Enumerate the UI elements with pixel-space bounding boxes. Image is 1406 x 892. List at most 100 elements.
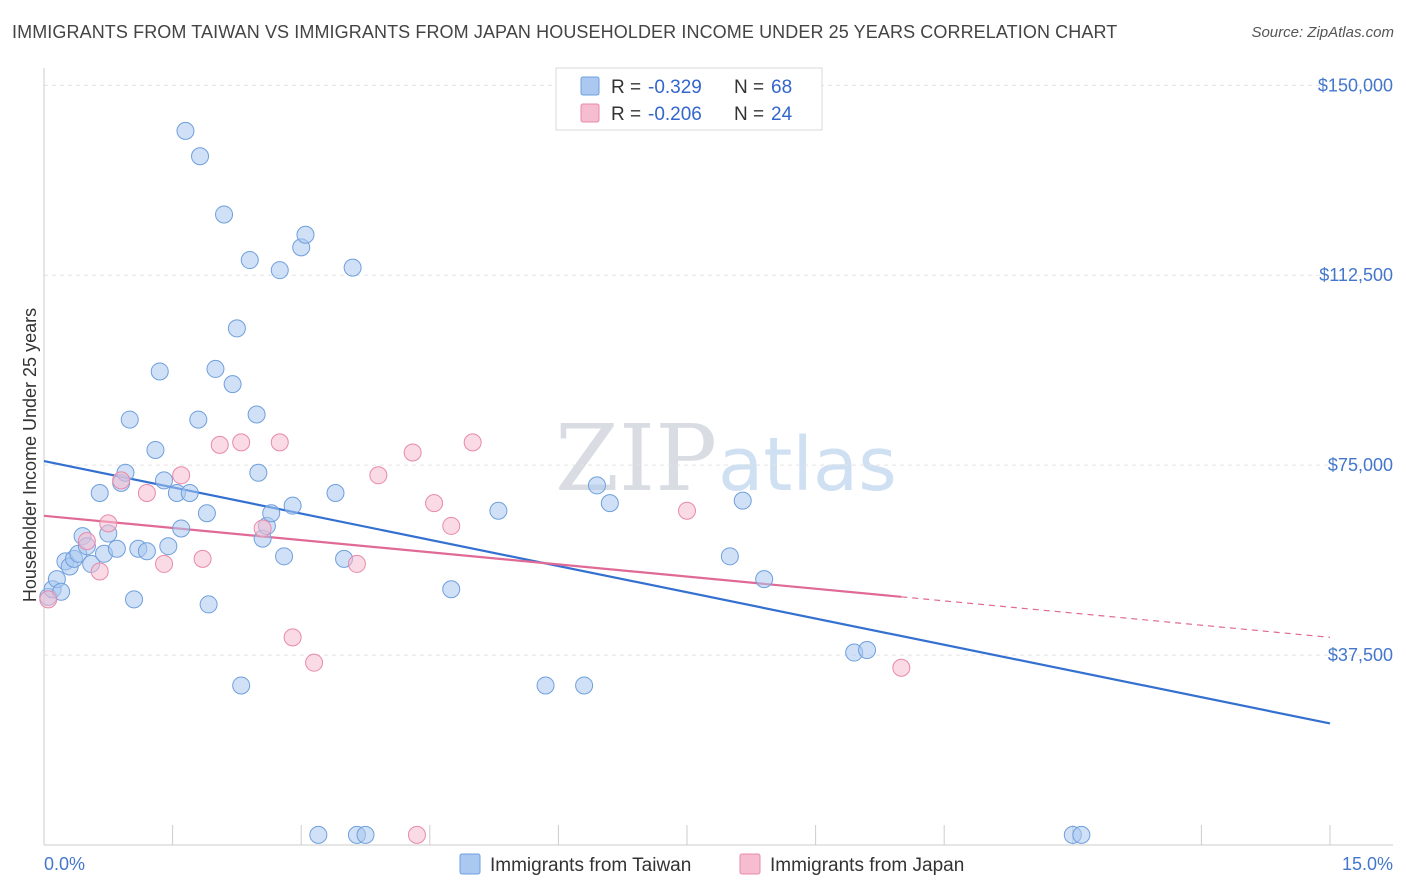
data-point bbox=[77, 532, 96, 551]
data-point bbox=[125, 590, 144, 609]
data-point bbox=[253, 519, 272, 538]
data-point bbox=[137, 484, 156, 503]
data-point bbox=[90, 562, 109, 581]
data-point bbox=[180, 484, 199, 503]
legend-r-label-japan: R = bbox=[611, 104, 641, 125]
data-point bbox=[155, 471, 174, 490]
series-legend: Immigrants from Taiwan Immigrants from J… bbox=[459, 853, 964, 876]
data-point bbox=[210, 435, 229, 454]
data-point bbox=[407, 825, 426, 844]
data-point bbox=[356, 825, 375, 844]
data-points bbox=[39, 121, 1091, 844]
data-point bbox=[755, 570, 774, 589]
data-point bbox=[172, 466, 191, 485]
data-point bbox=[247, 405, 266, 424]
data-point bbox=[90, 484, 109, 503]
data-point bbox=[343, 258, 362, 277]
legend-r-label-taiwan: R = bbox=[611, 77, 641, 98]
data-point bbox=[892, 658, 911, 677]
data-point bbox=[249, 463, 268, 482]
legend-n-value-taiwan: 68 bbox=[771, 77, 792, 98]
legend-n-label-japan: N = bbox=[734, 104, 764, 125]
chart-source: Source: ZipAtlas.com bbox=[1251, 24, 1394, 41]
data-point bbox=[403, 443, 422, 462]
data-point bbox=[442, 516, 461, 535]
y-tick-label: $75,000 bbox=[1328, 455, 1393, 475]
legend-r-value-taiwan: -0.329 bbox=[648, 77, 702, 98]
x-ticks: 0.0% 15.0% bbox=[44, 825, 1393, 874]
data-point bbox=[112, 471, 131, 490]
data-point bbox=[275, 547, 294, 566]
grid-lines bbox=[44, 84, 1393, 656]
series-points-japan bbox=[39, 433, 911, 844]
axes bbox=[43, 68, 1393, 846]
data-point bbox=[858, 641, 877, 660]
data-point bbox=[172, 519, 191, 538]
chart-title: IMMIGRANTS FROM TAIWAN VS IMMIGRANTS FRO… bbox=[12, 22, 1118, 42]
data-point bbox=[587, 476, 606, 495]
data-point bbox=[489, 501, 508, 520]
data-point bbox=[227, 319, 246, 338]
data-point bbox=[575, 676, 594, 695]
trend-line-taiwan bbox=[43, 460, 1331, 725]
data-point bbox=[150, 362, 169, 381]
data-point bbox=[232, 676, 251, 695]
data-point bbox=[155, 554, 174, 573]
data-point bbox=[232, 433, 251, 452]
data-point bbox=[733, 491, 752, 510]
bottom-legend-label-japan: Immigrants from Japan bbox=[770, 855, 964, 876]
stats-legend-box bbox=[555, 67, 823, 131]
data-point bbox=[146, 440, 165, 459]
legend-swatch-japan bbox=[580, 103, 600, 123]
data-point bbox=[120, 410, 139, 429]
watermark-zip: ZIP bbox=[555, 405, 717, 512]
data-point bbox=[296, 225, 315, 244]
bottom-legend-swatch-japan bbox=[739, 853, 761, 875]
y-tick-label: $37,500 bbox=[1328, 645, 1393, 665]
data-point bbox=[270, 261, 289, 280]
data-point bbox=[191, 147, 210, 166]
legend-n-value-japan: 24 bbox=[771, 104, 793, 125]
data-point bbox=[678, 501, 696, 520]
data-point bbox=[283, 628, 302, 647]
legend-r-value-japan: -0.206 bbox=[648, 104, 702, 125]
data-point bbox=[176, 121, 195, 140]
data-point bbox=[326, 484, 345, 503]
stats-legend: R = -0.329 N = 68 R = -0.206 N = 24 bbox=[555, 67, 823, 131]
data-point bbox=[369, 466, 388, 485]
data-point bbox=[223, 375, 242, 394]
legend-n-label-taiwan: N = bbox=[734, 77, 764, 98]
x-tick-label: 15.0% bbox=[1342, 854, 1393, 874]
data-point bbox=[536, 676, 555, 695]
data-point bbox=[39, 590, 58, 609]
data-point bbox=[425, 494, 444, 513]
data-point bbox=[159, 537, 178, 556]
x-tick-label: 0.0% bbox=[44, 854, 85, 874]
data-point bbox=[262, 504, 281, 523]
bottom-legend-swatch-taiwan bbox=[459, 853, 481, 875]
legend-swatch-taiwan bbox=[580, 76, 600, 96]
y-tick-labels: $150,000 $112,500 $75,000 $37,500 bbox=[1318, 75, 1393, 665]
data-point bbox=[240, 251, 259, 270]
data-point bbox=[189, 410, 208, 429]
y-axis-label: Householder Income Under 25 years bbox=[20, 308, 40, 602]
data-point bbox=[1072, 825, 1091, 844]
data-point bbox=[206, 359, 225, 378]
data-point bbox=[199, 595, 218, 614]
trend-line-extension-japan bbox=[901, 596, 1331, 638]
data-point bbox=[137, 542, 156, 561]
y-tick-label: $150,000 bbox=[1318, 75, 1393, 95]
watermark: ZIP atlas bbox=[555, 405, 897, 512]
data-point bbox=[215, 205, 234, 224]
data-point bbox=[463, 433, 482, 452]
data-point bbox=[107, 539, 126, 558]
data-point bbox=[270, 433, 289, 452]
data-point bbox=[442, 580, 461, 599]
data-point bbox=[193, 549, 212, 568]
bottom-legend-label-taiwan: Immigrants from Taiwan bbox=[490, 855, 691, 876]
data-point bbox=[720, 547, 739, 566]
data-point bbox=[99, 514, 118, 533]
data-point bbox=[305, 653, 324, 672]
data-point bbox=[309, 825, 328, 844]
